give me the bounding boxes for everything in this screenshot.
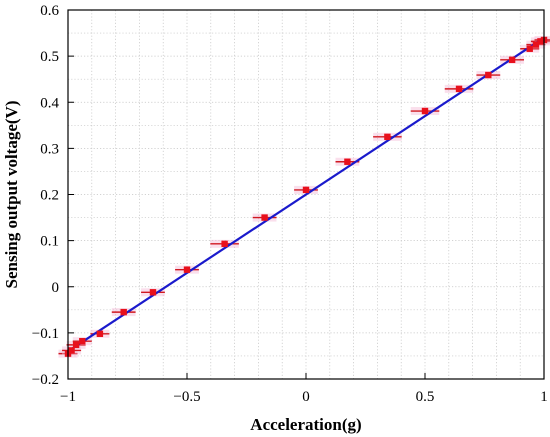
data-point: [72, 341, 80, 349]
data-point: [532, 41, 540, 48]
data-point: [384, 133, 391, 141]
x-tick-label: 1: [540, 389, 548, 405]
data-point: [302, 186, 310, 194]
data-point: [221, 240, 228, 248]
y-tick-label: 0.5: [40, 49, 59, 65]
data-point: [526, 45, 533, 52]
y-tick-label: 0.4: [40, 95, 59, 111]
x-tick-label: −0.5: [173, 389, 200, 405]
x-axis: −1 −0.5 0 0.5 1: [60, 373, 548, 405]
data-point: [79, 337, 86, 345]
y-tick-label: −0.1: [32, 326, 59, 342]
y-tick-label: 0.2: [40, 188, 59, 204]
markers: [64, 36, 548, 357]
data-point: [149, 289, 157, 296]
x-tick-label: 0.5: [416, 389, 435, 405]
y-tick-label: 0.1: [40, 234, 59, 250]
fit-line: [67, 36, 545, 353]
y-axis-label: Sensing output voltage(V): [2, 101, 21, 289]
y-tick-label: 0.3: [40, 141, 59, 157]
data-point: [68, 347, 75, 354]
fit-line-group: [67, 36, 545, 353]
data-point: [183, 266, 191, 273]
x-tick-label: 0: [302, 389, 310, 405]
data-point: [344, 158, 351, 165]
data-point: [261, 214, 268, 221]
y-tick-label: 0: [52, 280, 60, 296]
y-axis: −0.2 −0.1 0 0.1 0.2 0.3 0.4 0.5 0.6: [32, 3, 74, 388]
data-point: [421, 107, 429, 115]
data-point: [485, 71, 492, 79]
y-tick-label: −0.2: [32, 372, 59, 388]
data-point: [120, 308, 127, 316]
x-tick-label: −1: [60, 389, 76, 405]
data-point: [96, 330, 104, 337]
x-axis-label: Acceleration(g): [250, 415, 361, 434]
data-point: [537, 38, 544, 45]
data-point: [508, 56, 516, 64]
data-point: [455, 85, 463, 93]
y-tick-label: 0.6: [40, 3, 59, 19]
